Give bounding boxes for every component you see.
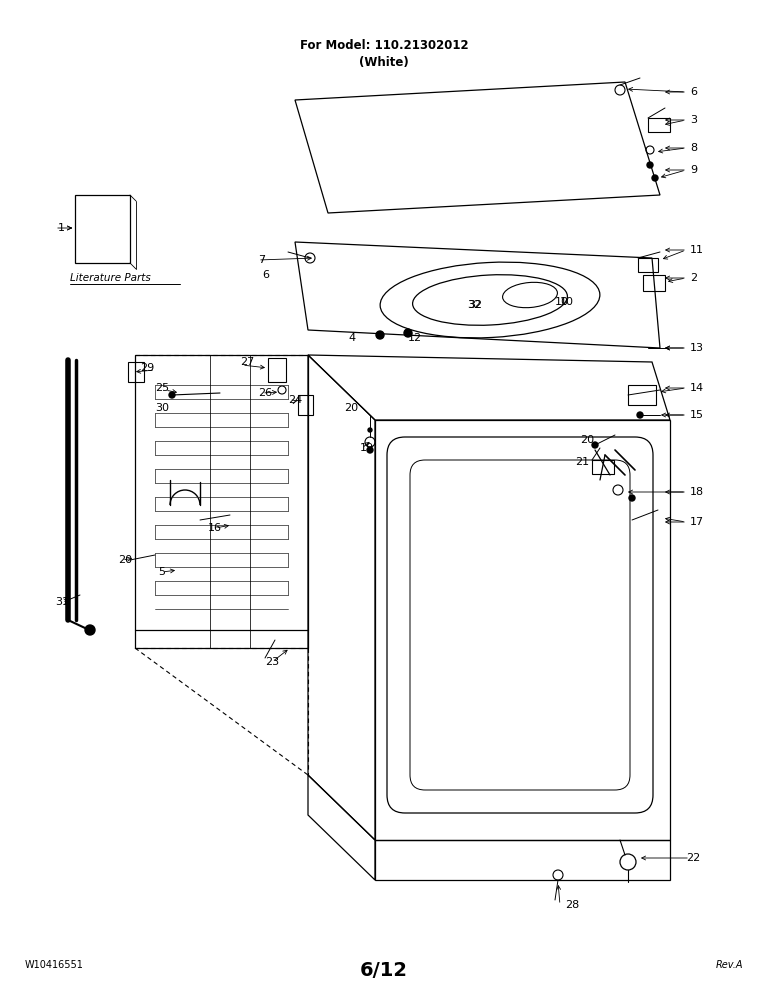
Text: 10: 10 <box>560 297 574 307</box>
Text: 29: 29 <box>140 363 154 373</box>
Bar <box>643 275 665 291</box>
Text: W10416551: W10416551 <box>25 960 84 970</box>
Text: 12: 12 <box>408 333 422 343</box>
Text: 22: 22 <box>686 853 700 863</box>
Bar <box>592 460 614 474</box>
Text: 6/12: 6/12 <box>360 960 408 979</box>
Text: 7: 7 <box>258 255 265 265</box>
Bar <box>298 395 313 415</box>
Text: 20: 20 <box>344 403 358 413</box>
Text: 20: 20 <box>580 435 594 445</box>
Text: Literature Parts: Literature Parts <box>70 273 151 283</box>
Text: 27: 27 <box>240 357 254 367</box>
Text: Rev.A: Rev.A <box>716 960 743 970</box>
Circle shape <box>652 175 658 181</box>
Circle shape <box>637 412 643 418</box>
Text: 15: 15 <box>690 410 704 420</box>
Circle shape <box>85 625 95 635</box>
Text: 14: 14 <box>690 383 704 393</box>
Bar <box>638 258 658 272</box>
Text: 32: 32 <box>468 300 482 310</box>
Circle shape <box>368 428 372 432</box>
Bar <box>268 358 286 382</box>
Text: 6: 6 <box>690 87 697 97</box>
Text: 6: 6 <box>262 270 269 280</box>
Text: 28: 28 <box>565 900 579 910</box>
Text: 20: 20 <box>118 555 132 565</box>
Circle shape <box>169 392 175 398</box>
Text: 3: 3 <box>690 115 697 125</box>
Text: 9: 9 <box>690 165 697 175</box>
Text: 23: 23 <box>265 657 279 667</box>
Text: 17: 17 <box>690 517 704 527</box>
Text: 16: 16 <box>208 523 222 533</box>
Text: 2: 2 <box>690 273 697 283</box>
Text: 1: 1 <box>58 223 65 233</box>
Circle shape <box>647 162 653 168</box>
Text: 13: 13 <box>690 343 704 353</box>
Circle shape <box>376 331 384 339</box>
Text: 31: 31 <box>55 597 69 607</box>
Circle shape <box>592 442 598 448</box>
Text: 18: 18 <box>690 487 704 497</box>
Text: (White): (White) <box>359 56 409 69</box>
Text: 30: 30 <box>155 403 169 413</box>
Text: For Model: 110.21302012: For Model: 110.21302012 <box>300 39 468 52</box>
Text: 21: 21 <box>575 457 589 467</box>
Text: 26: 26 <box>258 388 272 398</box>
Text: 25: 25 <box>155 383 169 393</box>
Bar <box>128 362 144 382</box>
Text: 4: 4 <box>348 333 355 343</box>
Circle shape <box>404 329 412 337</box>
Bar <box>628 385 656 405</box>
Text: 5: 5 <box>158 567 165 577</box>
Bar <box>648 118 670 132</box>
Text: 10: 10 <box>555 297 569 307</box>
Text: 11: 11 <box>690 245 704 255</box>
Text: 24: 24 <box>288 395 303 405</box>
Text: 32: 32 <box>467 300 481 310</box>
Circle shape <box>367 447 373 453</box>
Text: 8: 8 <box>690 143 697 153</box>
Text: 19: 19 <box>360 443 374 453</box>
Circle shape <box>629 495 635 501</box>
